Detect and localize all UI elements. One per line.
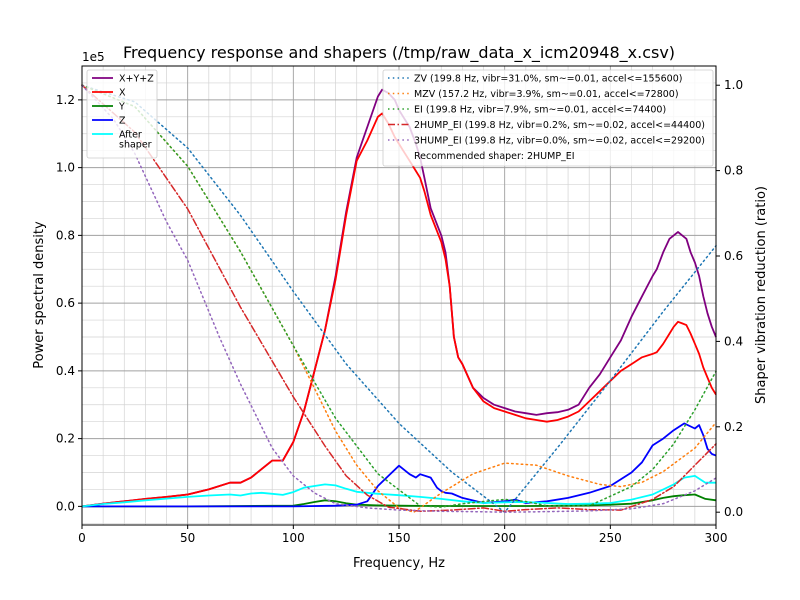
y-tick-label: 0.2 (56, 432, 75, 446)
shaper-line-3hump-ei (81, 84, 717, 513)
y2-tick-label: 0.0 (724, 505, 743, 519)
y-tick-label: 0.6 (56, 296, 75, 310)
x-tick-label: 50 (180, 531, 195, 545)
legend-label: Recommended shaper: 2HUMP_EI (414, 151, 575, 162)
y-tick-label: 0.4 (56, 364, 75, 378)
series-line-y (82, 493, 717, 508)
legend-label: shaper (119, 140, 152, 151)
legend-entry-3hump-ei-199-8-hz-vibr-0-0-sm-0-02-accel-29200: 3HUMP_EI (199.8 Hz, vibr=0.0%, sm~=0.02,… (388, 136, 705, 147)
y2-tick-label: 1.0 (724, 78, 743, 92)
y-tick-label: 1.2 (56, 93, 75, 107)
x-axis-label: Frequency, Hz (353, 556, 445, 571)
legend-label: X (119, 88, 126, 99)
legend-shapers: ZV (199.8 Hz, vibr=31.0%, sm~=0.01, acce… (382, 69, 714, 167)
legend-shapers-frame (382, 69, 714, 167)
y-offset-label: 1e5 (82, 50, 105, 64)
shaper-line-mzv (81, 84, 717, 514)
y2-tick-label: 0.2 (724, 420, 743, 434)
legend-label: 3HUMP_EI (199.8 Hz, vibr=0.0%, sm~=0.02,… (414, 136, 705, 147)
axes-layer: 0 50 100 150 200 250 300 0.0 0.2 0.4 0.6 0.8 1.0 1.2 0… (56, 78, 743, 545)
x-tick-label: 150 (388, 531, 411, 545)
legend-entry-zv-199-8-hz-vibr-31-0-sm-0-01-accel-155600: ZV (199.8 Hz, vibr=31.0%, sm~=0.01, acce… (388, 74, 682, 85)
psd-series-layer (81, 88, 717, 508)
legend-label: 2HUMP_EI (199.8 Hz, vibr=0.2%, sm~=0.02,… (414, 120, 705, 131)
series-line-x (81, 112, 717, 508)
shaper-line-2hump-ei (81, 84, 717, 513)
series-line-after-shaper (81, 474, 716, 508)
chart-title: Frequency response and shapers (/tmp/raw… (123, 43, 675, 63)
legend-entry-ei-199-8-hz-vibr-7-9-sm-0-01-accel-74400: EI (199.8 Hz, vibr=7.9%, sm~=0.01, accel… (388, 105, 666, 116)
legend-entry-x: X (92, 88, 126, 99)
x-tick-label: 200 (493, 531, 516, 545)
x-tick-label: 100 (282, 531, 305, 545)
y2-tick-label: 0.6 (724, 249, 743, 263)
legend-entry-z: Z (92, 116, 126, 127)
x-tick-label: 250 (599, 531, 622, 545)
legend-label: X+Y+Z (119, 74, 154, 85)
legend-label: Y (118, 102, 125, 113)
legend-label: Z (119, 116, 126, 127)
legend-entry-x-y-z: X+Y+Z (92, 74, 154, 85)
x-tick-label: 0 (78, 531, 86, 545)
y2-axis-label: Shaper vibration reduction (ratio) (754, 186, 769, 404)
y2-tick-label: 0.8 (724, 164, 743, 178)
legend-label: MZV (157.2 Hz, vibr=3.9%, sm~=0.01, acce… (414, 89, 679, 100)
legend-label: EI (199.8 Hz, vibr=7.9%, sm~=0.01, accel… (414, 105, 666, 116)
y-axis-label: Power spectral density (32, 221, 47, 369)
x-tick-label: 300 (705, 531, 728, 545)
shaper-series-layer (81, 84, 717, 514)
shaper-line-ei (81, 84, 717, 508)
legend-entry-mzv-157-2-hz-vibr-3-9-sm-0-01-accel-72800: MZV (157.2 Hz, vibr=3.9%, sm~=0.01, acce… (388, 89, 679, 100)
legend-label: ZV (199.8 Hz, vibr=31.0%, sm~=0.01, acce… (414, 74, 682, 85)
legend-entry-y: Y (92, 102, 125, 113)
shaper-line-zv (81, 84, 717, 514)
y-tick-label: 0.0 (56, 499, 75, 513)
legend-entry-2hump-ei-199-8-hz-vibr-0-2-sm-0-02-accel-44400: 2HUMP_EI (199.8 Hz, vibr=0.2%, sm~=0.02,… (388, 120, 705, 131)
legend-label: After (119, 130, 142, 141)
y-tick-label: 0.8 (56, 228, 75, 242)
y2-tick-label: 0.4 (724, 334, 743, 348)
legend-entry-recommended-shaper-2hump-ei: Recommended shaper: 2HUMP_EI (414, 151, 575, 162)
y-tick-label: 1.0 (56, 161, 75, 175)
